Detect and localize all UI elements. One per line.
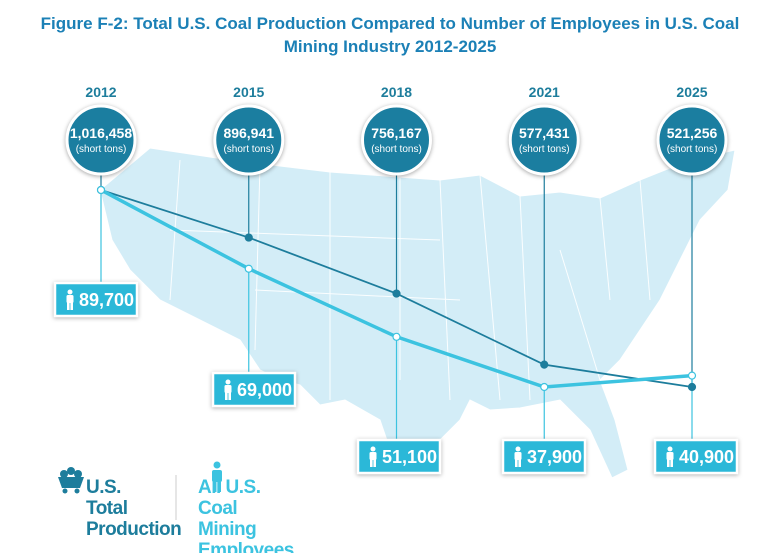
person-leg bbox=[370, 459, 373, 467]
production-bubble bbox=[65, 104, 137, 176]
person-body bbox=[224, 385, 232, 393]
person-leg bbox=[667, 459, 670, 467]
chart-title: Figure F-2: Total U.S. Coal Production C… bbox=[40, 14, 740, 56]
production-label: 521,256 bbox=[667, 125, 718, 141]
unit-label: (short tons) bbox=[371, 144, 422, 155]
person-body bbox=[66, 295, 74, 303]
person-icon bbox=[514, 446, 522, 467]
person-leg bbox=[670, 459, 673, 467]
year-label: 2012 bbox=[85, 84, 116, 100]
point bbox=[244, 233, 253, 242]
person-leg bbox=[225, 392, 228, 400]
production-label: 756,167 bbox=[371, 125, 422, 141]
production-label: 577,431 bbox=[519, 125, 570, 141]
person-leg bbox=[373, 459, 376, 467]
employee-label: 89,700 bbox=[79, 290, 134, 310]
production-label: 1,016,458 bbox=[70, 125, 132, 141]
year-label: 2025 bbox=[676, 84, 707, 100]
year-label: 2015 bbox=[233, 84, 264, 100]
person-leg bbox=[518, 459, 521, 467]
unit-label: (short tons) bbox=[223, 144, 274, 155]
legend-production: U.S. Total Production bbox=[86, 477, 182, 540]
employee-label: 51,100 bbox=[382, 447, 437, 467]
production-bubble bbox=[508, 104, 580, 176]
point bbox=[392, 332, 401, 341]
person-body bbox=[666, 452, 674, 460]
person-icon bbox=[369, 446, 377, 467]
employee-label: 69,000 bbox=[237, 380, 292, 400]
person-icon bbox=[66, 289, 74, 310]
person-icon bbox=[224, 379, 232, 400]
production-bubble bbox=[361, 104, 432, 176]
production-bubble bbox=[656, 104, 728, 176]
point bbox=[392, 289, 401, 298]
person-body bbox=[514, 452, 522, 460]
point bbox=[96, 185, 106, 195]
point bbox=[244, 264, 253, 273]
year-label: 2021 bbox=[529, 84, 560, 100]
person-body bbox=[369, 452, 377, 460]
point bbox=[540, 360, 549, 369]
person-leg bbox=[70, 302, 73, 310]
person-head bbox=[667, 446, 673, 452]
point bbox=[687, 382, 697, 392]
person-head bbox=[225, 379, 231, 385]
point bbox=[687, 371, 697, 380]
person-head bbox=[67, 289, 73, 295]
person-leg bbox=[515, 459, 518, 467]
person-leg bbox=[228, 392, 231, 400]
person-head bbox=[515, 446, 521, 452]
employee-label: 37,900 bbox=[527, 447, 582, 467]
person-leg bbox=[67, 302, 70, 310]
year-label: 2018 bbox=[381, 84, 412, 100]
production-bubble bbox=[213, 104, 285, 176]
employee-label: 40,900 bbox=[679, 447, 734, 467]
legend-employees: All U.S. Coal Mining Employees bbox=[198, 477, 294, 553]
person-icon bbox=[666, 446, 674, 467]
person-head bbox=[370, 446, 376, 452]
unit-label: (short tons) bbox=[76, 144, 127, 155]
unit-label: (short tons) bbox=[519, 144, 570, 155]
point bbox=[540, 382, 549, 392]
unit-label: (short tons) bbox=[667, 144, 718, 155]
production-label: 896,941 bbox=[223, 125, 274, 141]
